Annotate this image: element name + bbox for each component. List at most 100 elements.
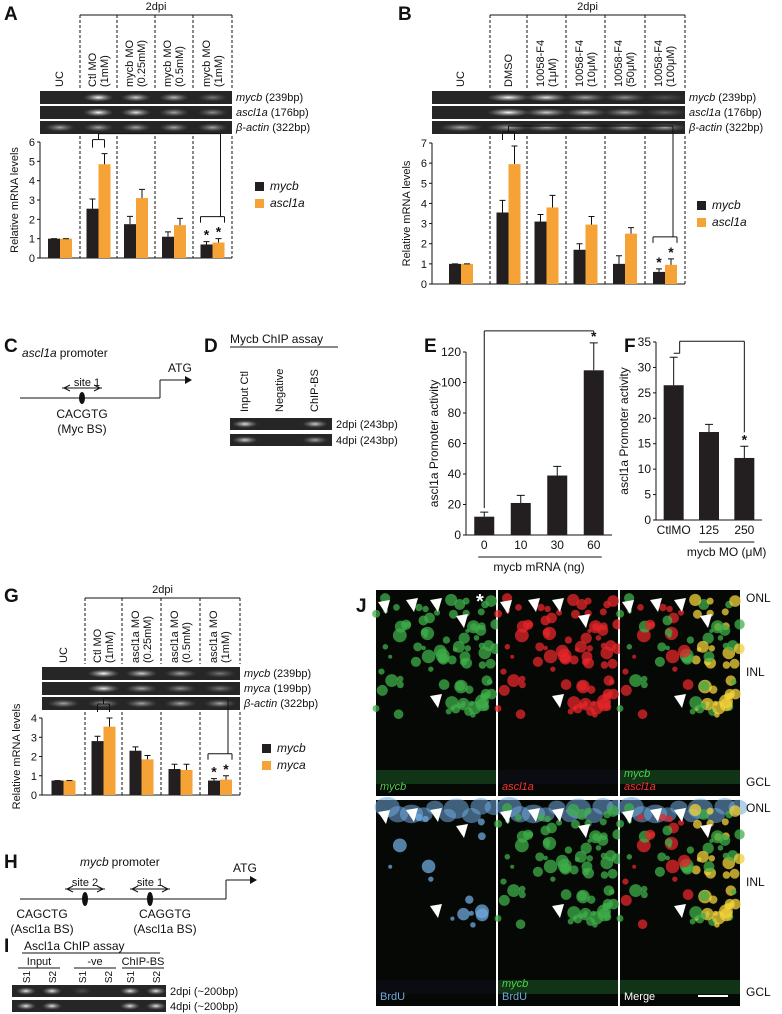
signal-spot xyxy=(659,603,667,612)
signal-spot xyxy=(600,642,608,649)
significance-star: * xyxy=(211,764,217,780)
signal-spot xyxy=(550,876,556,882)
signal-spot xyxy=(423,633,428,638)
error-bar xyxy=(516,494,525,503)
arrowhead xyxy=(700,614,712,628)
signal-spot xyxy=(654,656,665,667)
bar xyxy=(124,224,136,258)
arrowhead xyxy=(552,598,564,612)
signal-spot xyxy=(578,912,585,919)
vertical-label-box: DMSO xyxy=(490,18,527,87)
lane-label: S1 xyxy=(22,970,33,983)
x-tick-label: 250 xyxy=(734,523,754,537)
signal-spot xyxy=(589,620,603,634)
bar xyxy=(129,750,142,795)
y-tick-label: 4 xyxy=(29,176,35,188)
signal-spot xyxy=(433,644,447,658)
arrowhead xyxy=(500,600,512,614)
significance-star: * xyxy=(742,431,748,447)
signal-spot xyxy=(712,911,726,925)
signal-spot xyxy=(722,871,731,879)
signal-spot xyxy=(677,819,685,826)
y-tick-label: 7 xyxy=(421,138,427,150)
arrowhead xyxy=(674,808,686,822)
vertical-label-box: UC xyxy=(40,18,80,87)
signal-spot xyxy=(611,853,623,865)
signal-spot xyxy=(584,807,592,815)
y-tick-label: 2 xyxy=(29,214,35,226)
signal-spot xyxy=(616,609,625,618)
signal-spot xyxy=(589,830,603,844)
signal-spot xyxy=(523,829,534,840)
bar xyxy=(663,385,684,520)
x-tick-label: 125 xyxy=(699,523,719,537)
error-bar xyxy=(616,255,622,264)
gel-label: myca (199bp) xyxy=(244,683,311,695)
signal-spot xyxy=(689,696,703,710)
y-tick-label: 20 xyxy=(638,411,652,425)
signal-spot xyxy=(485,595,497,607)
x-axis-label-part: mycb mRNA (ng) xyxy=(493,560,584,574)
signal-spot xyxy=(717,635,724,641)
signal-spot xyxy=(691,655,701,665)
signal-spot xyxy=(477,608,485,616)
signal-spot xyxy=(578,702,585,709)
gel-band xyxy=(83,108,114,117)
y-tick-label: 3 xyxy=(421,219,427,231)
arrowhead xyxy=(430,904,442,918)
signal-spot xyxy=(703,651,715,663)
motif: CAGGTG xyxy=(139,907,191,921)
panel-letter: I xyxy=(4,936,9,957)
lane-label: S2 xyxy=(104,970,115,983)
signal-spot xyxy=(413,642,423,652)
bar xyxy=(91,741,104,795)
bar xyxy=(63,780,76,795)
panel-letter: D xyxy=(204,336,218,357)
layer-label: INL xyxy=(746,875,765,889)
error-bar xyxy=(106,717,113,727)
category-label: Ctl MO (1mM) xyxy=(86,52,111,87)
gel-label: β-actin (322bp) xyxy=(243,698,318,710)
signal-spot xyxy=(666,815,673,823)
vertical-label-box: mycb MO (1mM) xyxy=(193,18,232,87)
bar xyxy=(51,780,64,795)
signal-spot xyxy=(569,655,579,665)
binding-site xyxy=(147,892,153,906)
signal-spot xyxy=(708,855,716,862)
signal-spot xyxy=(645,829,656,840)
bar xyxy=(510,502,531,535)
gel-label-part: (199bp) xyxy=(273,683,311,695)
signal-spot xyxy=(682,679,694,690)
signal-spot xyxy=(376,684,388,696)
gel-band xyxy=(524,93,569,102)
motif: CACGTG xyxy=(56,407,107,421)
signal-spot xyxy=(388,864,393,869)
error-bar xyxy=(705,423,713,433)
channel-label: mycb xyxy=(624,768,650,780)
signal-spot xyxy=(689,708,696,715)
signal-spot xyxy=(616,915,624,922)
signal-spot xyxy=(611,643,623,655)
binding-site-label: (Ascl1a BS) xyxy=(133,922,196,936)
bar xyxy=(48,238,60,258)
signal-spot xyxy=(602,902,610,911)
gel-band xyxy=(159,123,189,132)
y-tick-label: 4 xyxy=(31,713,37,725)
category-label: 10058-F4 (100μM) xyxy=(653,39,677,87)
signal-spot xyxy=(708,645,716,652)
category-label: 10058-F4 (50μM) xyxy=(613,39,637,87)
signal-spot xyxy=(692,609,702,619)
signal-spot xyxy=(714,712,720,718)
signal-spot xyxy=(567,803,580,816)
y-tick-label: 5 xyxy=(421,178,427,190)
y-tick-label: 40 xyxy=(448,467,462,481)
gel-band xyxy=(563,123,608,132)
y-tick-label: 100 xyxy=(441,376,461,390)
signal-spot xyxy=(691,865,701,875)
signal-spot xyxy=(657,852,667,862)
signal-spot xyxy=(686,846,695,854)
binding-site xyxy=(82,892,88,906)
signal-spot xyxy=(702,842,714,854)
gel-band xyxy=(83,93,114,102)
signal-spot xyxy=(518,891,526,899)
